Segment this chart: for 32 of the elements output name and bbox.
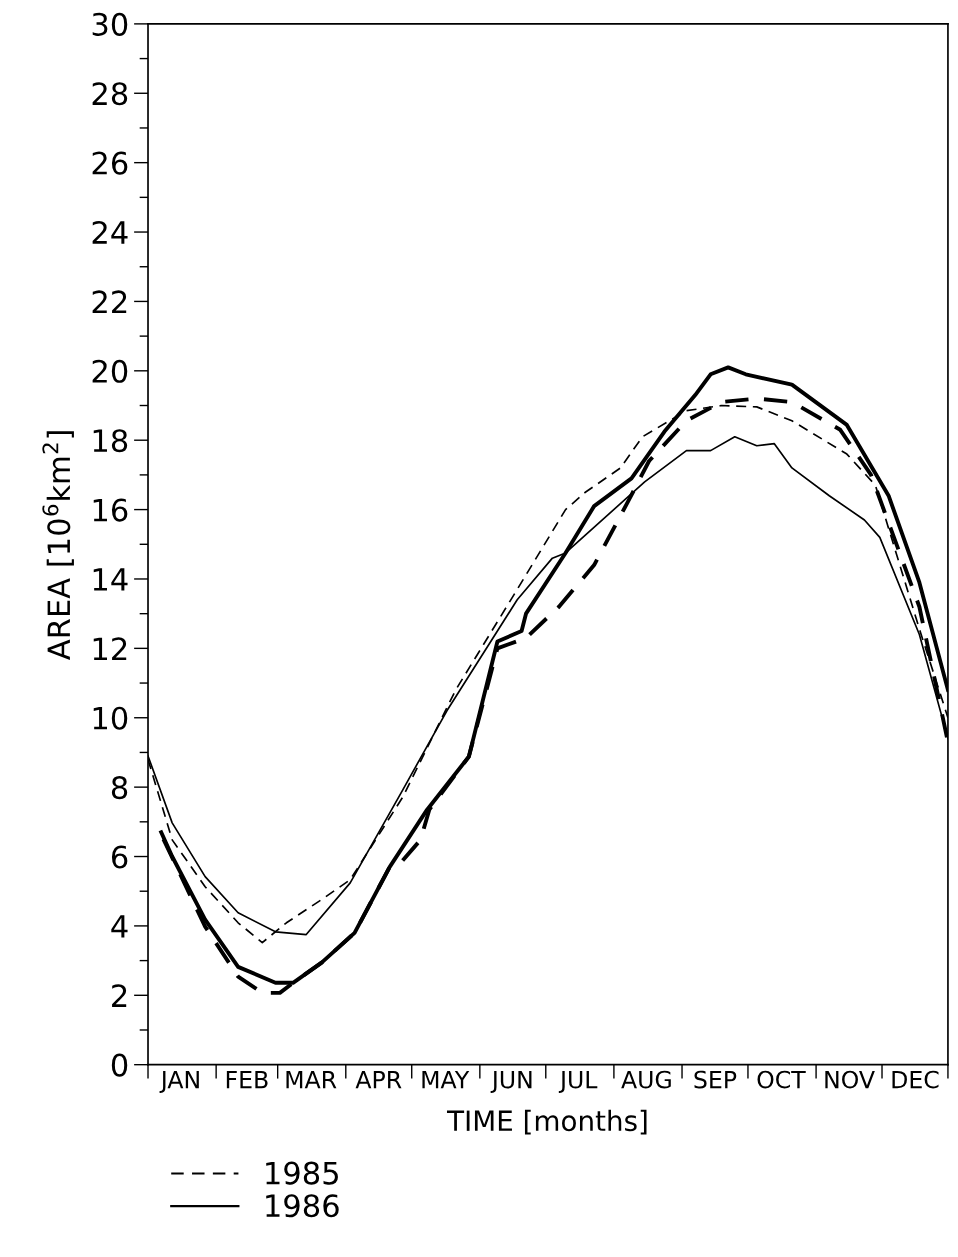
x-tick-label: DEC	[892, 1070, 939, 1089]
x-tick-label: FEB	[226, 1070, 268, 1089]
x-tick-label: NOV	[825, 1070, 875, 1089]
y-tick-label: 26	[92, 151, 128, 175]
legend-label: 1986	[266, 1194, 339, 1218]
y-tick-label: 10	[93, 706, 128, 730]
y-tick-label: 14	[93, 568, 128, 591]
x-tick-label: OCT	[757, 1070, 806, 1089]
y-tick-label: 16	[93, 498, 128, 522]
y-tick-label: 24	[92, 220, 128, 244]
x-tick-label: MAY	[422, 1070, 470, 1089]
x-tick-label: APR	[355, 1070, 402, 1089]
y-tick-label: 12	[93, 637, 127, 660]
x-tick-label: JAN	[159, 1070, 199, 1093]
y-tick-label: 6	[111, 845, 128, 869]
x-tick-label: JUL	[558, 1070, 598, 1093]
y-tick-label: 22	[92, 290, 127, 314]
x-tick-label: SEP	[694, 1070, 737, 1089]
y-tick-label: 20	[92, 359, 128, 383]
y-tick-label: 0	[111, 1053, 128, 1077]
x-axis-title: TIME [months]	[446, 1109, 647, 1135]
y-tick-label: 2	[112, 984, 127, 1007]
y-tick-label: 8	[111, 776, 128, 800]
y-tick-label: 18	[93, 429, 128, 453]
y-axis-title: AREA [10$^{6}$km$^{2}$]	[42, 431, 74, 660]
legend-label: 1985	[266, 1161, 338, 1185]
x-tick-label: JUN	[490, 1070, 532, 1093]
x-tick-label: MAR	[286, 1070, 337, 1089]
y-tick-label: 4	[111, 915, 128, 938]
x-tick-label: AUG	[621, 1070, 671, 1089]
y-tick-label: 28	[92, 82, 128, 106]
y-tick-label: 30	[92, 12, 128, 36]
